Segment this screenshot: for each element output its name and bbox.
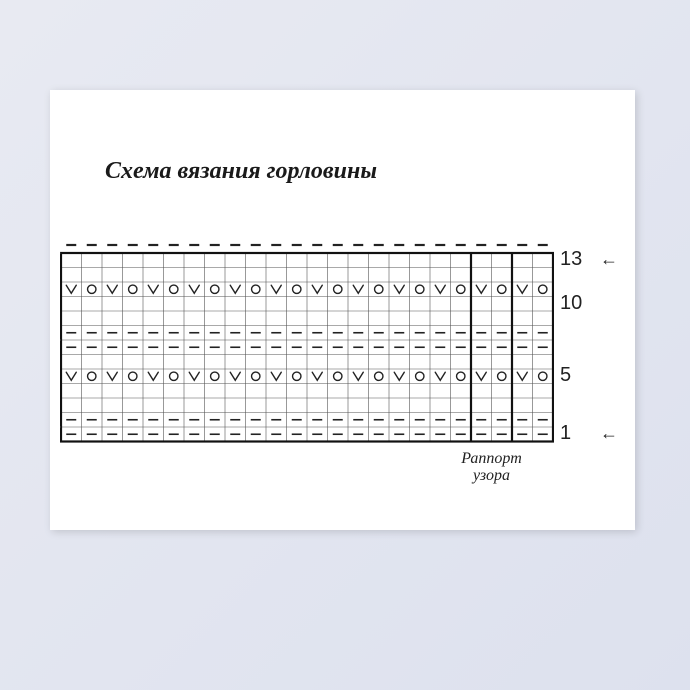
row-label: 1 bbox=[560, 422, 571, 445]
chart-grid-svg bbox=[60, 235, 554, 444]
knitting-chart bbox=[60, 235, 554, 444]
row-label: 13 bbox=[560, 248, 582, 271]
rapport-label: Раппорт узора bbox=[447, 450, 537, 485]
row-label: 5 bbox=[560, 364, 571, 387]
row-label: 10 bbox=[560, 292, 582, 315]
row-arrow: ← bbox=[600, 249, 618, 270]
rapport-line2: узора bbox=[473, 467, 510, 484]
rapport-line1: Раппорт bbox=[461, 450, 522, 467]
chart-title: Схема вязания горловины bbox=[105, 158, 377, 185]
row-arrow: ← bbox=[600, 423, 618, 444]
